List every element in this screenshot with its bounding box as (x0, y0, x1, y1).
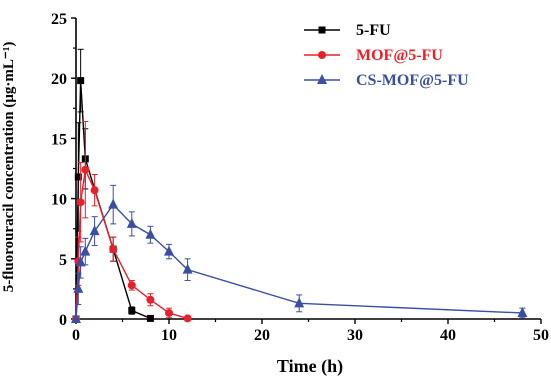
legend: 5-FU MOF@5-FU CS-MOF@5-FU (304, 22, 469, 89)
data-point (76, 198, 85, 207)
data-point (90, 186, 99, 195)
data-point (146, 314, 154, 322)
data-point (127, 281, 136, 290)
data-point (73, 282, 84, 293)
data-point (146, 295, 155, 304)
legend-item: 5-FU (304, 22, 391, 39)
legend-label: 5-FU (356, 22, 391, 39)
data-point (80, 245, 91, 256)
legend-swatch-marker (317, 74, 327, 84)
x-tick-label: 20 (254, 327, 270, 344)
series-line (75, 167, 188, 320)
data-point (77, 77, 85, 85)
data-point (71, 313, 81, 323)
data-point (109, 245, 118, 254)
legend-label: CS-MOF@5-FU (356, 72, 469, 89)
y-tick-label: 10 (51, 192, 67, 209)
data-point (165, 308, 173, 317)
data-point (145, 228, 156, 239)
y-tick-label: 5 (59, 252, 67, 269)
y-tick-label: 0 (59, 312, 67, 329)
legend-swatch-marker (318, 51, 326, 59)
x-tick-label: 0 (72, 327, 80, 344)
x-tick-label: 50 (533, 327, 549, 344)
series-line (75, 203, 523, 320)
data-point (164, 245, 174, 256)
y-axis-title: 5-fluorouracil concentration (μg·mL⁻¹) (1, 42, 17, 293)
data-point (74, 173, 82, 181)
legend-label: MOF@5-FU (356, 47, 443, 64)
data-point (128, 307, 136, 315)
legend-swatch-marker (318, 26, 326, 34)
data-point (75, 256, 86, 267)
data-point (81, 165, 90, 174)
data-point (108, 198, 119, 209)
series-3 (71, 184, 528, 323)
data-point (294, 297, 305, 308)
series-layer (71, 48, 528, 323)
x-tick-label: 10 (161, 327, 177, 344)
y-tick-label: 25 (51, 11, 67, 28)
data-point (517, 306, 528, 317)
data-point (183, 314, 192, 323)
x-tick-label: 40 (440, 327, 456, 344)
axes: 0 10 20 30 40 50 0 5 10 15 20 25 (51, 11, 549, 344)
x-axis-title: Time (h) (277, 356, 343, 377)
x-tick-label: 30 (347, 327, 363, 344)
data-point (182, 263, 193, 274)
data-point (89, 225, 100, 236)
y-tick-label: 15 (51, 131, 67, 148)
data-point (126, 217, 137, 228)
y-tick-label: 20 (51, 71, 67, 88)
legend-item: MOF@5-FU (304, 47, 443, 64)
legend-item: CS-MOF@5-FU (304, 72, 469, 89)
